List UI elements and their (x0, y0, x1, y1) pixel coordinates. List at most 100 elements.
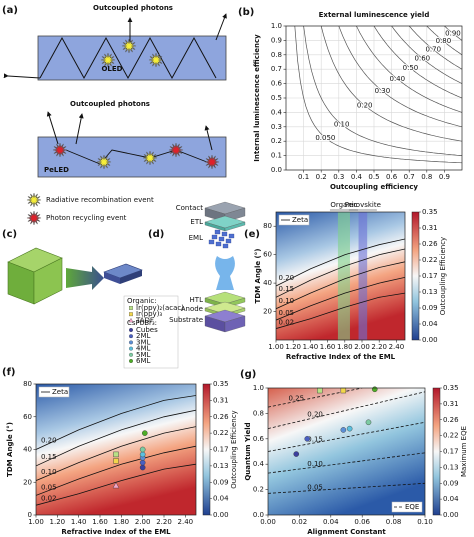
legend-star (26, 192, 42, 208)
legend-star (26, 210, 42, 226)
x-tick-label: 2.40 (178, 518, 194, 526)
light-path (39, 36, 217, 80)
contour-line (276, 277, 405, 321)
contour-line (320, 26, 462, 142)
contour-line (36, 445, 196, 496)
marker (317, 387, 323, 394)
plot-frame (35, 383, 197, 516)
panel-label: (d) (148, 229, 164, 240)
x-tick-label: 1.40 (303, 343, 319, 351)
marker (139, 464, 146, 471)
panel-label: (g) (240, 369, 256, 380)
legend-label: Cubes (136, 326, 158, 334)
device-label: OLED (101, 65, 122, 73)
colorbar-tick-label: 0.00 (422, 336, 438, 344)
marker (340, 387, 347, 394)
marker (129, 359, 133, 363)
contour-line (36, 426, 196, 481)
layer-right (224, 221, 246, 232)
material-legend (123, 295, 179, 369)
y-tick-label: 0.9 (271, 36, 282, 44)
plot-frame (285, 25, 463, 171)
colorbar-tick-label: 0.09 (443, 479, 459, 487)
heatmap (268, 388, 425, 515)
x-tick-label: 0.2 (316, 173, 327, 181)
platelet-side (120, 270, 142, 284)
plot-frame (267, 387, 426, 516)
y-tick-label: 0.8 (271, 51, 282, 59)
contour-label: 0.15 (279, 285, 295, 293)
y-tick-label: 0.4 (271, 108, 283, 116)
colorbar-tick-label: 0.00 (213, 511, 229, 519)
panel-label: (b) (238, 7, 254, 18)
material-band (358, 212, 368, 340)
colorbar-tick-label: 0.26 (422, 240, 438, 248)
contour-label: 0.02 (41, 495, 57, 503)
contour-label: 0.40 (390, 75, 406, 83)
y-tick-label: 0.0 (271, 166, 282, 174)
contour-label: 0.20 (357, 102, 373, 110)
colorbar-label: Outcoupling Efficiency (439, 237, 447, 315)
photon-arrow (75, 113, 84, 145)
x-tick-label: 0.8 (421, 173, 432, 181)
x-tick-label: 1.40 (71, 518, 87, 526)
device-label: PeLED (44, 166, 69, 174)
panel-c (7, 247, 143, 305)
marker (139, 451, 146, 458)
colorbar-tick-label: 0.31 (422, 224, 438, 232)
light-path (3, 73, 41, 79)
eml-cube (228, 233, 235, 239)
chart-title: External luminescence yield (319, 11, 430, 19)
x-tick-label: 0.9 (439, 173, 450, 181)
marker (304, 435, 311, 442)
contour-label: 0.70 (425, 46, 441, 54)
y-tick-label: 0.7 (271, 65, 282, 73)
legend-box (278, 214, 310, 226)
x-tick-label: 1.20 (285, 343, 301, 351)
contour-label: 0.15 (41, 453, 57, 461)
x-tick-label: 0.00 (260, 518, 276, 526)
y-axis-label: TDM Angle (°) (6, 422, 14, 477)
contour-label: 0.05 (41, 483, 57, 491)
contour-line (36, 409, 196, 467)
contour-label: 0.02 (279, 319, 295, 327)
colorbar-tick-label: 0.04 (213, 495, 229, 503)
colorbar-tick-label: 0.35 (422, 208, 438, 216)
contour-line (36, 463, 196, 506)
x-tick-label: 2.00 (135, 518, 151, 526)
contour-line (276, 261, 405, 310)
legend-label: 3ML (136, 338, 150, 346)
arrow (66, 266, 104, 290)
band-label: Perovskite (345, 201, 381, 209)
contour-label: 0.50 (403, 64, 419, 72)
colorbar-tick-label: 0.13 (443, 463, 459, 471)
contour-line (268, 482, 425, 494)
x-tick-label: 0.3 (333, 173, 344, 181)
x-tick-label: 1.80 (337, 343, 353, 351)
layer-label: EML (189, 234, 203, 242)
x-tick-label: 0.5 (368, 173, 379, 181)
x-tick-label: 2.00 (354, 343, 370, 351)
contour-line (373, 26, 462, 99)
contour-label: 0.050 (315, 134, 335, 142)
contour-line (268, 452, 425, 474)
contour-label: 0.10 (279, 297, 295, 305)
colorbar-tick-label: 0.17 (443, 448, 459, 456)
x-tick-label: 1.80 (114, 518, 130, 526)
contour-label: 0.60 (415, 54, 431, 62)
y-tick-label: 0.2 (253, 486, 264, 494)
contour-line (294, 26, 462, 164)
x-tick-label: 0.08 (386, 518, 402, 526)
marker (129, 306, 133, 310)
contour-label: 0.30 (375, 87, 391, 95)
y-tick-label: 0.2 (271, 137, 282, 145)
marker (129, 328, 133, 332)
colorbar-tick-label: 0.13 (422, 288, 438, 296)
layer-label: HTL (190, 296, 204, 304)
colorbar-tick-label: 0.04 (422, 320, 438, 328)
eml-cube (221, 231, 228, 237)
x-tick-label: 1.60 (92, 518, 108, 526)
colorbar (432, 387, 441, 516)
marker (129, 334, 133, 339)
colorbar-tick-label: 0.13 (213, 462, 229, 470)
